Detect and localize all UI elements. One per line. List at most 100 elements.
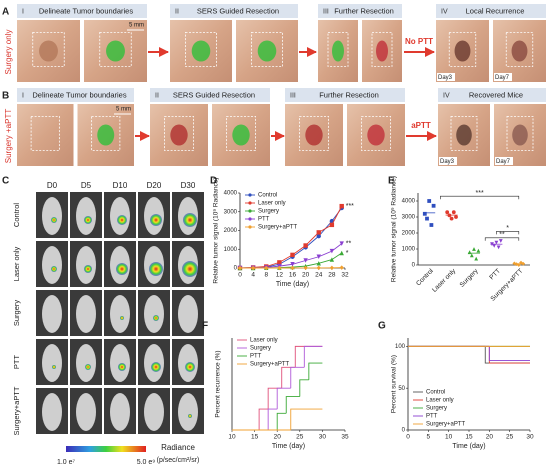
tumor (305, 124, 323, 146)
signal-spot (118, 363, 126, 371)
step-segment (303, 345, 323, 368)
data-point (277, 265, 282, 271)
significance-bracket (496, 231, 520, 235)
day-box (495, 157, 513, 165)
data-point (290, 265, 295, 271)
panel-letter: G (378, 321, 386, 332)
x-tick-label: 12 (276, 272, 284, 279)
data-point (492, 243, 497, 248)
arrow-label: No PTT (405, 37, 433, 46)
mouse (42, 295, 62, 333)
step-numeral: IV (443, 92, 450, 99)
data-point (425, 216, 429, 221)
series-line (239, 205, 343, 269)
signal-spot (84, 216, 92, 224)
colorbar-min: 1.0 e⁷ (57, 459, 76, 466)
arrow-label: aPTT (411, 121, 431, 130)
legend-label: PTT (250, 354, 262, 360)
row-label: Laser only (12, 246, 21, 281)
dashed-box (448, 32, 477, 67)
column-label: D0 (47, 181, 58, 190)
y-axis-label: Relative tumor signal (10⁹ Radiance) (391, 176, 398, 282)
dashed-box (299, 116, 329, 151)
mouse (178, 295, 198, 333)
signal-spot (183, 213, 197, 227)
signal-spot (117, 215, 127, 225)
significance: *** (346, 203, 354, 210)
step-numeral: I (22, 92, 24, 99)
x-tick-label: 15 (251, 434, 259, 441)
data-point (521, 261, 526, 266)
mouse (110, 295, 130, 333)
data-point (237, 265, 243, 271)
y-tick-label: 3000 (224, 209, 238, 215)
x-tick-label: 28 (328, 272, 336, 279)
data-point (316, 233, 321, 239)
step-header (17, 88, 134, 102)
scale-bar-label: 5 mm (116, 107, 131, 113)
legend-marker (248, 209, 252, 213)
dashed-box (99, 32, 132, 67)
step-segment (488, 346, 530, 362)
data-point (476, 248, 481, 253)
legend-label: PTT (258, 217, 270, 223)
x-tick-label: 25 (296, 434, 304, 441)
y-tick-label: 4000 (402, 199, 416, 205)
data-point (339, 250, 344, 256)
x-tick-label: Laser only (431, 267, 458, 294)
day-label: Day3 (440, 159, 455, 165)
signal-spot (85, 364, 91, 370)
dashed-box (450, 116, 478, 151)
data-point (498, 239, 503, 243)
significance: * (506, 225, 509, 232)
mouse (76, 197, 96, 235)
dashed-box (327, 32, 349, 67)
step-numeral: IV (441, 8, 448, 15)
data-point (429, 223, 434, 227)
data-point (451, 210, 456, 215)
tumor (170, 124, 188, 146)
tumor (512, 124, 528, 146)
x-tick-label: 32 (341, 272, 349, 279)
step-title: Delineate Tumor boundaries (32, 90, 126, 99)
row-label: PTT (12, 355, 21, 370)
data-point (516, 263, 521, 267)
step-header (436, 4, 546, 18)
mouse (42, 246, 62, 284)
day-label: Day7 (496, 159, 511, 165)
x-tick-label: 0 (406, 434, 410, 441)
y-tick-label: 100 (395, 344, 406, 350)
legend-marker (248, 217, 252, 221)
x-tick-label: Surgery (459, 267, 481, 289)
tumor (454, 40, 471, 62)
step-numeral: II (155, 92, 159, 99)
signal-spot (188, 414, 192, 418)
panel-letter: A (2, 7, 9, 18)
data-point (454, 215, 458, 219)
significance-bracket (484, 237, 520, 241)
dashed-box (371, 32, 393, 67)
panel-letter: E (388, 176, 395, 187)
column-label: D10 (113, 181, 128, 190)
mouse (76, 295, 96, 333)
data-point (329, 248, 335, 254)
data-point (427, 199, 432, 203)
significance: ** (499, 232, 505, 239)
mouse (110, 393, 130, 431)
legend-label: Surgery (426, 406, 447, 412)
step-header (438, 88, 546, 102)
signal-spot (185, 362, 195, 372)
series-line (239, 207, 343, 269)
dashed-box (32, 32, 65, 67)
dashed-box (30, 116, 60, 151)
signal-spot (153, 315, 159, 321)
x-axis-label: Time (day) (272, 443, 305, 450)
legend-marker (248, 193, 252, 197)
y-tick-label: 0 (412, 263, 416, 269)
legend-label: Surgery (250, 346, 271, 352)
y-tick-label: 0 (234, 266, 238, 272)
column-label: D20 (147, 181, 162, 190)
day-box (439, 157, 457, 165)
data-point (303, 258, 308, 263)
panel-letter: C (2, 176, 9, 187)
